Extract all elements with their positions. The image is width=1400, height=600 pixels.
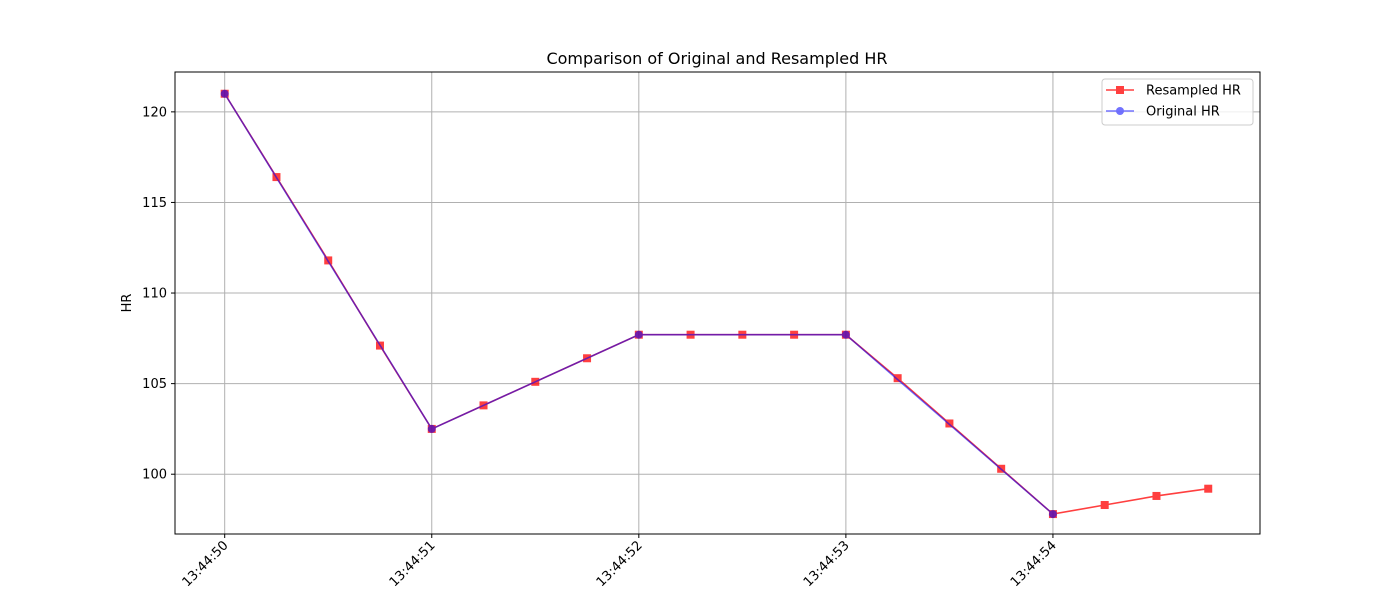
series-layer <box>220 89 1213 519</box>
original-hr-point <box>427 424 436 433</box>
y-tick-label: 115 <box>142 196 167 211</box>
legend-box <box>1101 78 1254 126</box>
resampled-hr-point <box>1204 484 1213 493</box>
resampled-hr-point <box>893 374 902 383</box>
chart-title: Comparison of Original and Resampled HR <box>546 49 887 68</box>
original-hr-point <box>220 89 229 98</box>
resampled-hr-legend-marker <box>1116 86 1124 94</box>
y-tick-label: 100 <box>142 468 167 483</box>
original-hr-point <box>634 330 643 339</box>
original-hr-point <box>841 330 850 339</box>
resampled-hr-point <box>1100 501 1109 510</box>
y-axis-label: HR <box>120 294 135 313</box>
resampled-hr-legend-swatch <box>1106 86 1134 94</box>
y-tick-label: 105 <box>142 377 167 392</box>
original-hr-series <box>220 89 1057 519</box>
original-hr-legend-marker <box>1116 107 1124 115</box>
resampled-hr-point <box>1152 491 1161 500</box>
original-hr-legend-swatch <box>1106 107 1134 115</box>
plot-area-frame <box>174 71 1261 535</box>
original-hr-point <box>1048 510 1057 519</box>
legend: Resampled HR Original HR <box>1101 78 1254 126</box>
y-tick-label: 120 <box>142 105 167 120</box>
grid-layer <box>175 72 1260 534</box>
original-hr-legend-label: Original HR <box>1146 105 1220 120</box>
y-tick-label: 110 <box>142 287 167 302</box>
resampled-hr-legend-label: Resampled HR <box>1146 84 1241 99</box>
